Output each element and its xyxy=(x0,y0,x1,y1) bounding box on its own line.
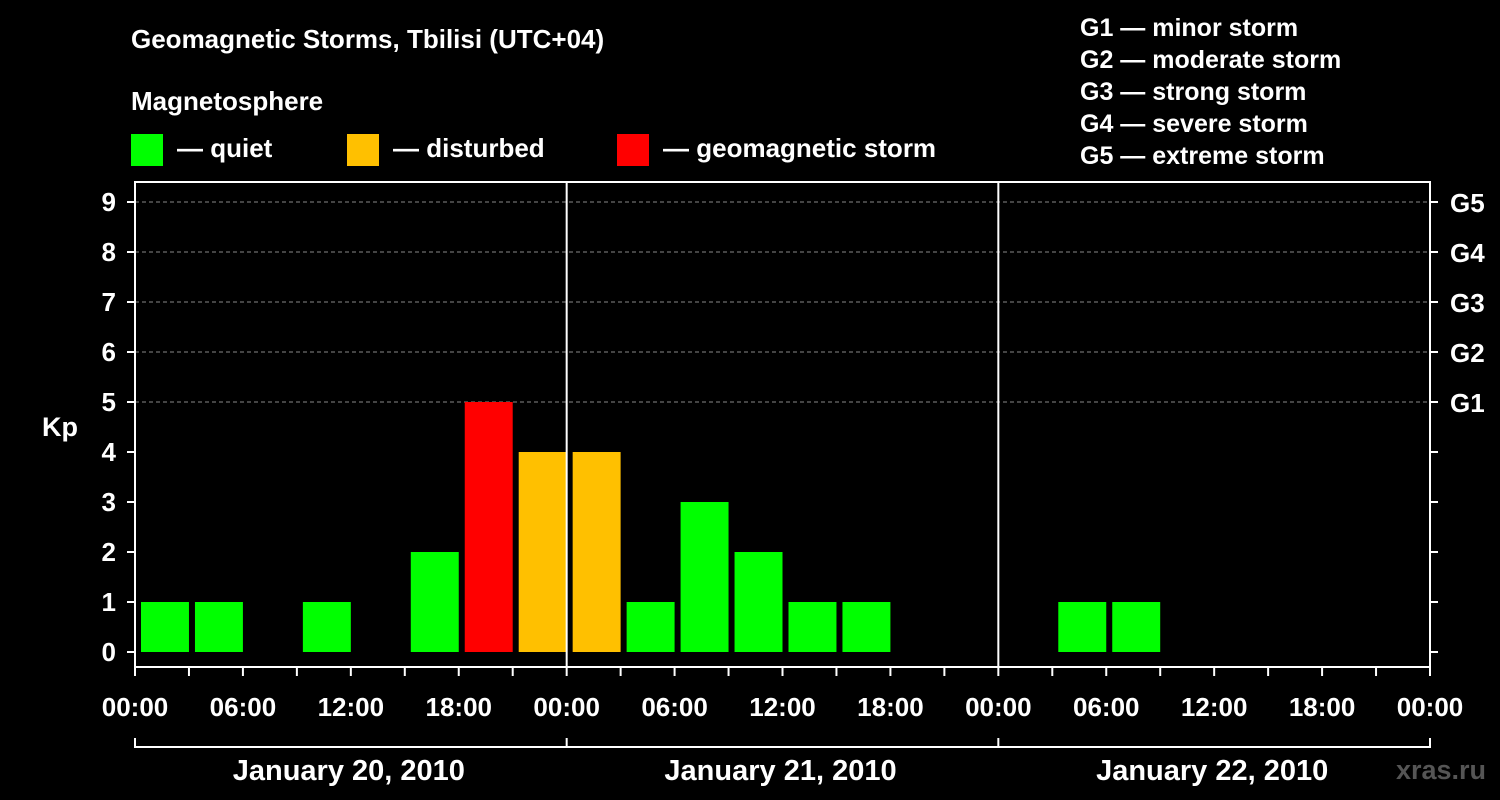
storm-scale-g1: G1 — minor storm xyxy=(1080,14,1299,42)
chart-title: Geomagnetic Storms, Tbilisi (UTC+04) xyxy=(131,24,605,54)
y-tick-label: 2 xyxy=(102,537,116,567)
y-tick-label: 1 xyxy=(102,587,116,617)
x-tick-label: 00:00 xyxy=(965,692,1032,722)
x-tick-label: 18:00 xyxy=(426,692,493,722)
kp-bar xyxy=(1058,602,1107,652)
kp-bar xyxy=(572,452,621,652)
kp-bar xyxy=(302,602,351,652)
x-tick-label: 00:00 xyxy=(533,692,600,722)
day-label: January 20, 2010 xyxy=(233,755,465,787)
kp-bar xyxy=(734,552,783,652)
kp-bar xyxy=(626,602,675,652)
y-tick-label: 7 xyxy=(102,287,116,317)
x-tick-label: 18:00 xyxy=(1289,692,1356,722)
y-axis-label: Kp xyxy=(42,412,78,442)
kp-bar xyxy=(518,452,567,652)
storm-level-label: G5 xyxy=(1450,188,1485,218)
y-tick-label: 3 xyxy=(102,487,116,517)
storm-level-label: G2 xyxy=(1450,338,1485,368)
kp-bar xyxy=(194,602,243,652)
x-tick-label: 18:00 xyxy=(857,692,924,722)
kp-bar xyxy=(842,602,891,652)
y-tick-label: 6 xyxy=(102,337,116,367)
y-tick-label: 0 xyxy=(102,637,116,667)
day-label: January 21, 2010 xyxy=(664,755,896,787)
x-tick-label: 12:00 xyxy=(1181,692,1248,722)
day-label: January 22, 2010 xyxy=(1096,755,1328,787)
x-tick-label: 12:00 xyxy=(749,692,816,722)
storm-scale-g3: G3 — strong storm xyxy=(1080,78,1307,106)
storm-scale-g5: G5 — extreme storm xyxy=(1080,142,1325,170)
legend-label-storm: — geomagnetic storm xyxy=(663,133,937,163)
storm-level-label: G1 xyxy=(1450,388,1485,418)
storm-level-label: G4 xyxy=(1450,238,1485,268)
y-tick-label: 5 xyxy=(102,387,116,417)
storm-scale-g2: G2 — moderate storm xyxy=(1080,46,1342,74)
magnetosphere-label: Magnetosphere xyxy=(131,86,324,116)
legend-swatch-disturbed xyxy=(347,134,379,166)
kp-bar xyxy=(464,402,513,652)
watermark: xras.ru xyxy=(1395,755,1486,785)
storm-level-label: G3 xyxy=(1450,288,1485,318)
kp-bar xyxy=(1112,602,1161,652)
x-tick-label: 06:00 xyxy=(641,692,708,722)
kp-bar xyxy=(680,502,729,652)
y-tick-label: 8 xyxy=(102,237,116,267)
legend-swatch-storm xyxy=(617,134,649,166)
legend-label-disturbed: — disturbed xyxy=(393,133,545,163)
x-tick-label: 12:00 xyxy=(318,692,385,722)
storm-scale-g4: G4 — severe storm xyxy=(1080,110,1308,138)
y-tick-label: 4 xyxy=(102,437,117,467)
y-tick-label: 9 xyxy=(102,187,116,217)
x-tick-label: 06:00 xyxy=(210,692,277,722)
x-tick-label: 00:00 xyxy=(102,692,169,722)
kp-bar xyxy=(141,602,189,652)
x-tick-label: 06:00 xyxy=(1073,692,1140,722)
kp-bar xyxy=(410,552,459,652)
x-tick-label: 00:00 xyxy=(1397,692,1464,722)
kp-bar xyxy=(788,602,837,652)
legend-label-quiet: — quiet xyxy=(177,133,273,163)
legend-swatch-quiet xyxy=(131,134,163,166)
